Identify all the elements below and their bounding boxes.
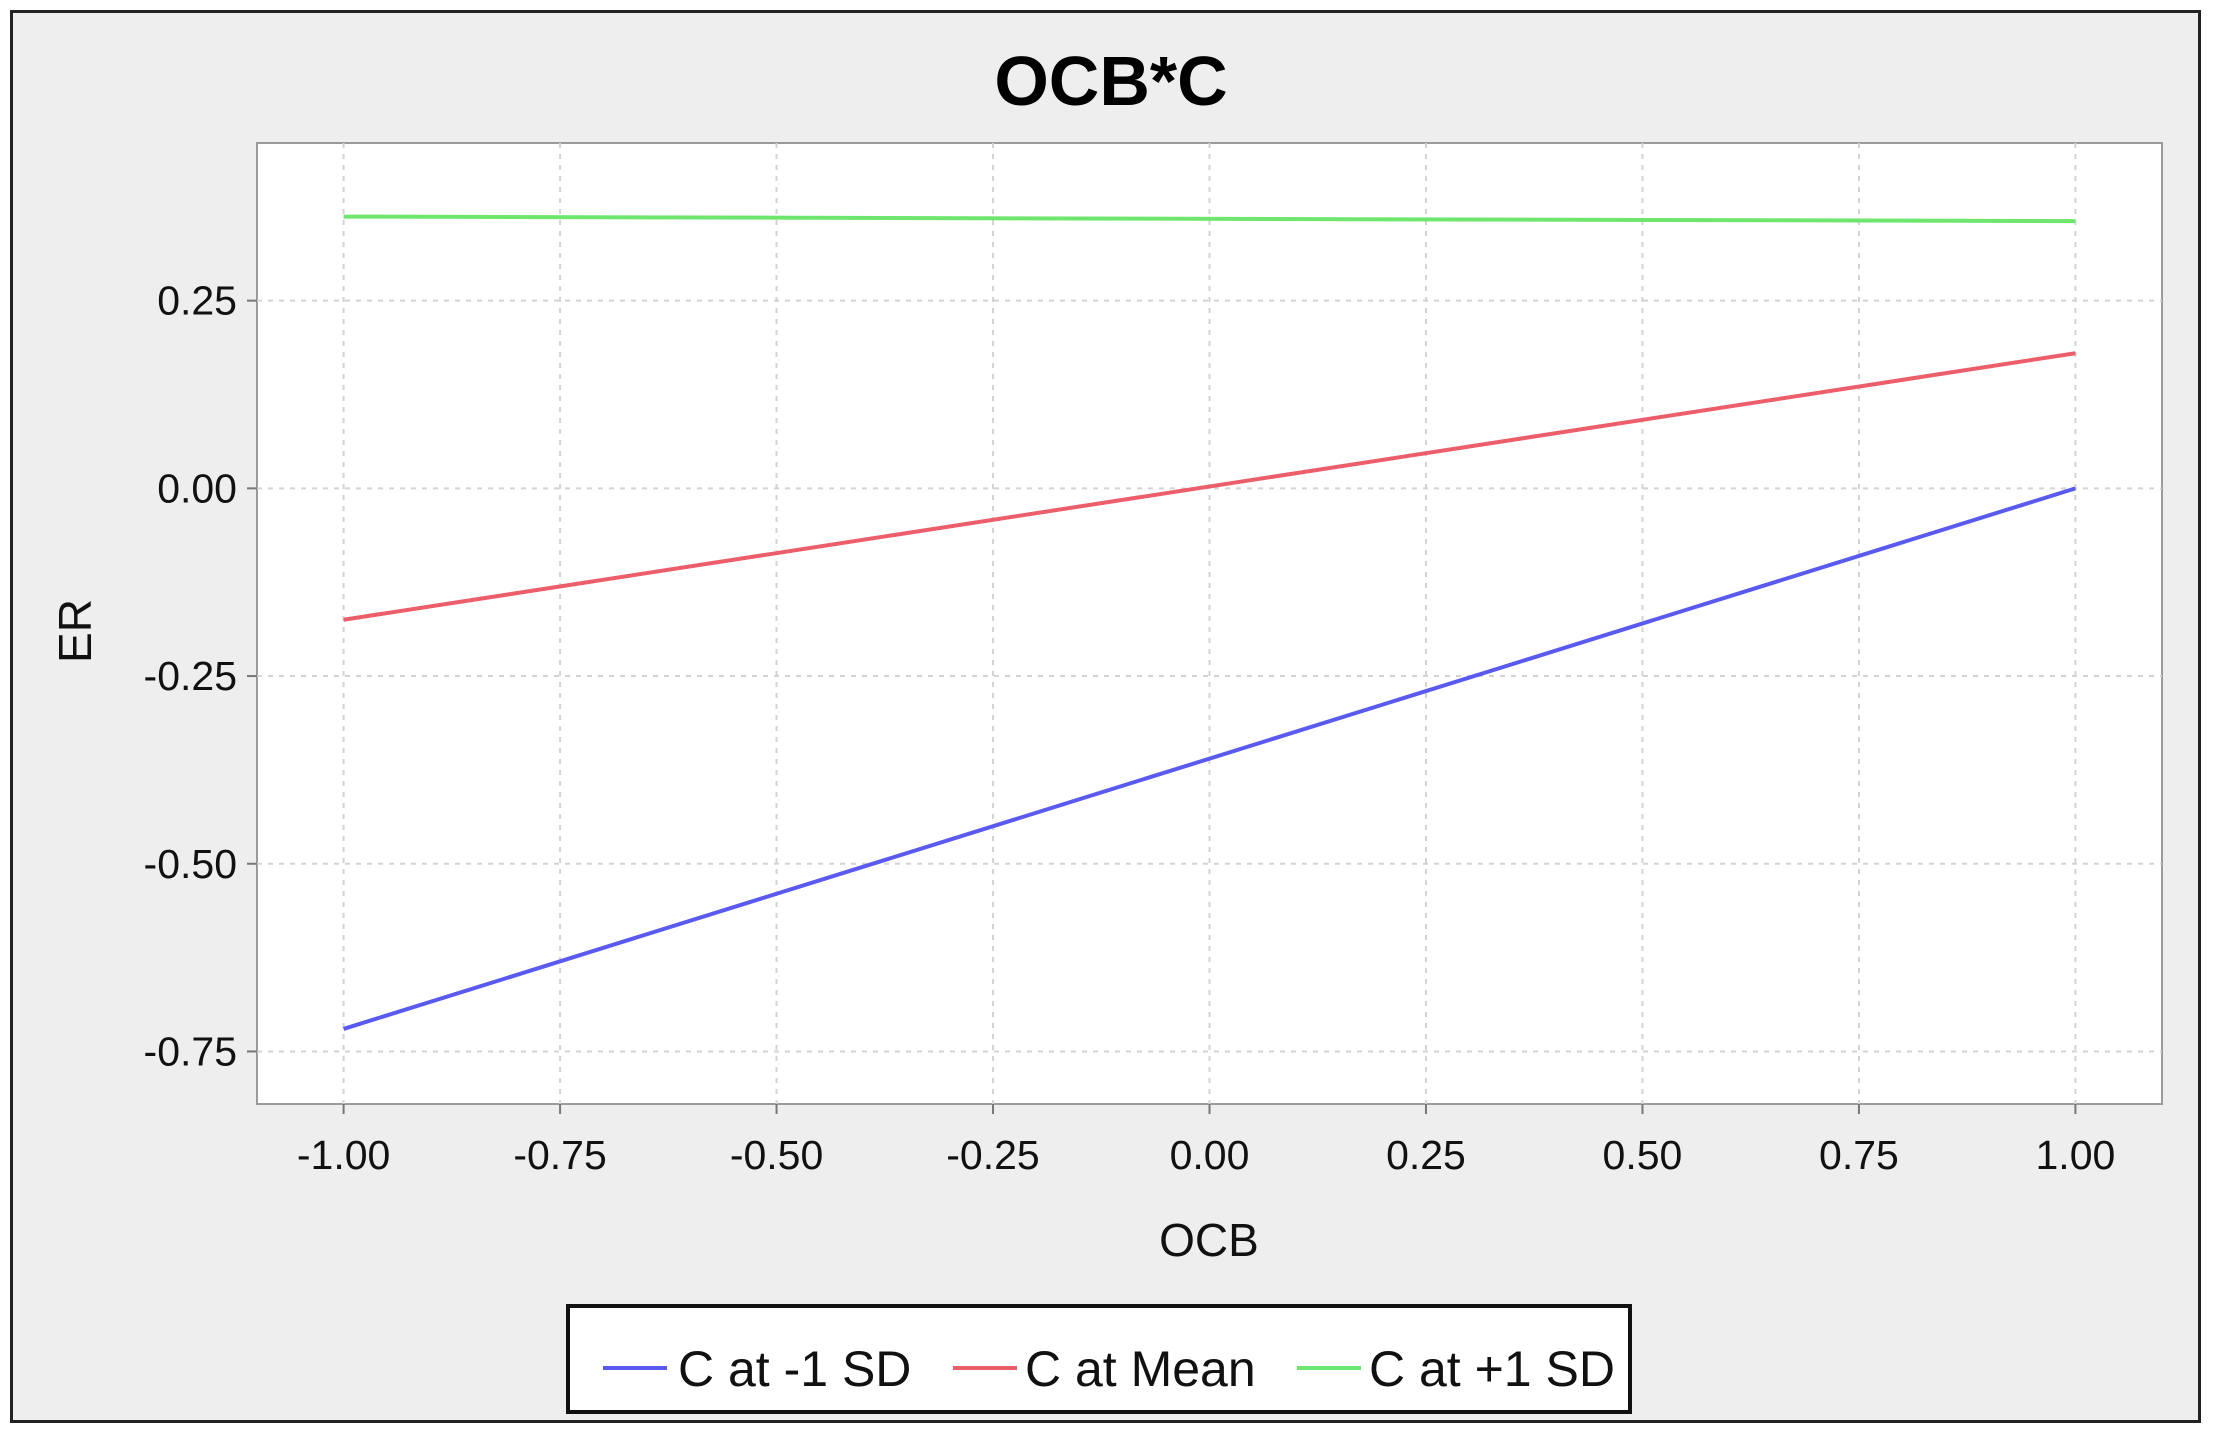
x-axis-label: OCB: [1159, 1214, 1259, 1266]
y-tick-label: -0.50: [144, 841, 237, 887]
chart-title: OCB*C: [994, 42, 1227, 120]
series-line-3: [343, 214, 2076, 224]
x-tick-label: 0.50: [1603, 1132, 1683, 1178]
x-tick-label: -0.50: [730, 1132, 823, 1178]
legend-box: [566, 1304, 1632, 1414]
legend-label: C at -1 SD: [678, 1341, 911, 1397]
y-tick-label: 0.00: [157, 465, 237, 511]
legend: C at -1 SD C at Mean C at +1 SD: [566, 1304, 1632, 1414]
x-tick-label: 0.00: [1170, 1132, 1250, 1178]
chart-frame: OCB*C -1.00 -0.75 -0.50 -0.25 0.00 0.25 0.50 0.…: [10, 10, 2201, 1423]
tick-labels: -1.00 -0.75 -0.50 -0.25 0.00 0.25 0.50 0.75 1.00…: [144, 278, 2116, 1178]
y-tick-label: -0.75: [144, 1028, 237, 1074]
legend-label: C at +1 SD: [1369, 1341, 1615, 1397]
x-tick-label: -0.75: [513, 1132, 606, 1178]
x-tick-label: 0.25: [1386, 1132, 1466, 1178]
grid-lines: [257, 143, 2162, 1104]
y-axis-label: ER: [49, 599, 101, 663]
series-line-2: [343, 351, 2076, 622]
x-tick-label: 0.75: [1819, 1132, 1899, 1178]
legend-label: C at Mean: [1025, 1341, 1256, 1397]
plot-area: [256, 142, 2163, 1105]
x-tick-label: -0.25: [946, 1132, 1039, 1178]
x-tick-label: 1.00: [2036, 1132, 2116, 1178]
series-lines: [342, 214, 2077, 1031]
y-tick-label: -0.25: [144, 653, 237, 699]
x-tick-label: -1.00: [297, 1132, 390, 1178]
y-tick-label: 0.25: [157, 278, 237, 324]
chart-canvas: OCB*C -1.00 -0.75 -0.50 -0.25 0.00 0.25 0.50 0.…: [49, 42, 2163, 1414]
series-line-1: [342, 486, 2077, 1031]
